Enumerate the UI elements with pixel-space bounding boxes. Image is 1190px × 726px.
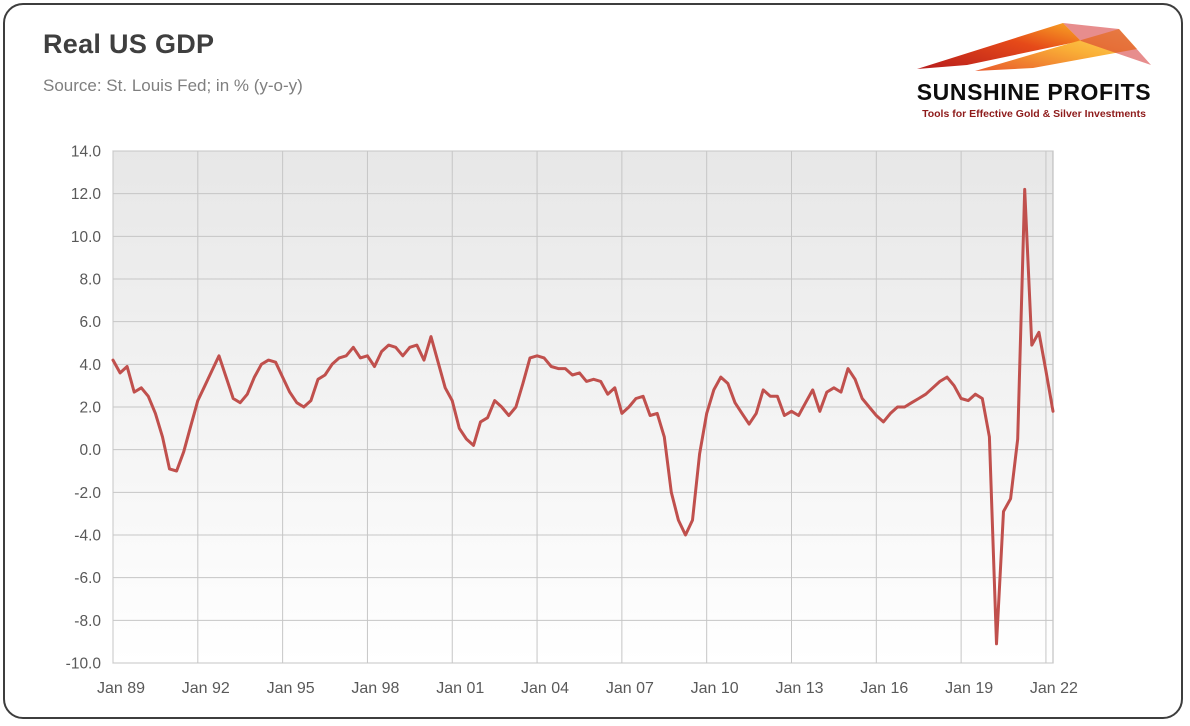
svg-text:Jan 95: Jan 95 [267, 680, 315, 697]
svg-text:Jan 13: Jan 13 [775, 680, 823, 697]
svg-text:-8.0: -8.0 [74, 613, 101, 630]
svg-text:Jan 16: Jan 16 [860, 680, 908, 697]
svg-text:Jan 10: Jan 10 [691, 680, 739, 697]
svg-text:12.0: 12.0 [71, 186, 102, 203]
svg-text:Jan 07: Jan 07 [606, 680, 654, 697]
svg-text:4.0: 4.0 [79, 357, 101, 374]
svg-text:-6.0: -6.0 [74, 570, 101, 587]
svg-text:Jan 92: Jan 92 [182, 680, 230, 697]
svg-text:Jan 04: Jan 04 [521, 680, 569, 697]
logo-name: SUNSHINE PROFITS [916, 79, 1152, 105]
sunshine-profits-logo: SUNSHINE PROFITS Tools for Effective Gol… [905, 19, 1163, 120]
svg-text:Jan 19: Jan 19 [945, 680, 993, 697]
gdp-line-chart: -10.0 -8.0 -6.0 -4.0 -2.0 0.0 2.0 4.0 6.0 8.0 10.0… [7, 141, 1181, 717]
chart-title: Real US GDP [43, 29, 215, 59]
svg-text:0.0: 0.0 [79, 442, 101, 459]
svg-text:-10.0: -10.0 [66, 656, 102, 673]
title-block: Real US GDP Source: St. Louis Fed; in % … [43, 19, 303, 96]
logo-tagline: Tools for Effective Gold & Silver Invest… [922, 108, 1146, 120]
svg-text:2.0: 2.0 [79, 400, 101, 417]
svg-text:Jan 98: Jan 98 [351, 680, 399, 697]
chart-header: Real US GDP Source: St. Louis Fed; in % … [5, 5, 1181, 129]
svg-text:Jan 01: Jan 01 [436, 680, 484, 697]
sunshine-arrow-icon [915, 21, 1153, 78]
svg-text:-4.0: -4.0 [74, 528, 101, 545]
chart-subtitle: Source: St. Louis Fed; in % (y-o-y) [43, 76, 303, 95]
chart-card: Real US GDP Source: St. Louis Fed; in % … [3, 3, 1183, 719]
svg-text:8.0: 8.0 [79, 272, 101, 289]
chart-svg: -10.0 -8.0 -6.0 -4.0 -2.0 0.0 2.0 4.0 6.0 8.0 10.0… [66, 144, 1078, 698]
svg-text:10.0: 10.0 [71, 229, 102, 246]
svg-text:-2.0: -2.0 [74, 485, 101, 502]
svg-text:Jan 89: Jan 89 [97, 680, 145, 697]
svg-text:Jan 22: Jan 22 [1030, 680, 1078, 697]
svg-text:6.0: 6.0 [79, 314, 101, 331]
svg-text:14.0: 14.0 [71, 144, 102, 161]
